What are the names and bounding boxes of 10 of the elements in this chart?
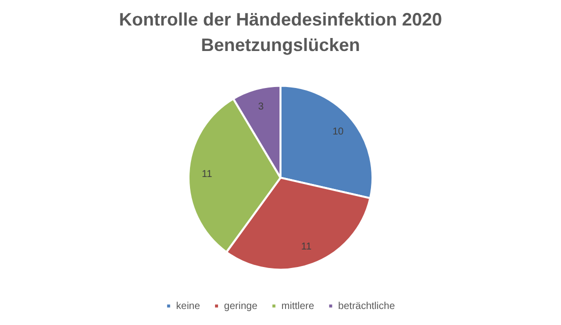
data-label: 10 (332, 126, 344, 138)
data-label: 11 (202, 169, 213, 180)
chart-subtitle: Benetzungslücken (200, 34, 360, 55)
legend-label: geringe (224, 300, 258, 312)
legend-label: keine (176, 300, 200, 312)
data-label: 3 (258, 102, 264, 112)
legend-label: beträchtliche (338, 300, 396, 312)
data-label: 11 (301, 241, 312, 252)
chart-title: Kontrolle der Händedesinfektion 2020 (118, 10, 442, 30)
legend-label: mittlere (281, 300, 315, 312)
